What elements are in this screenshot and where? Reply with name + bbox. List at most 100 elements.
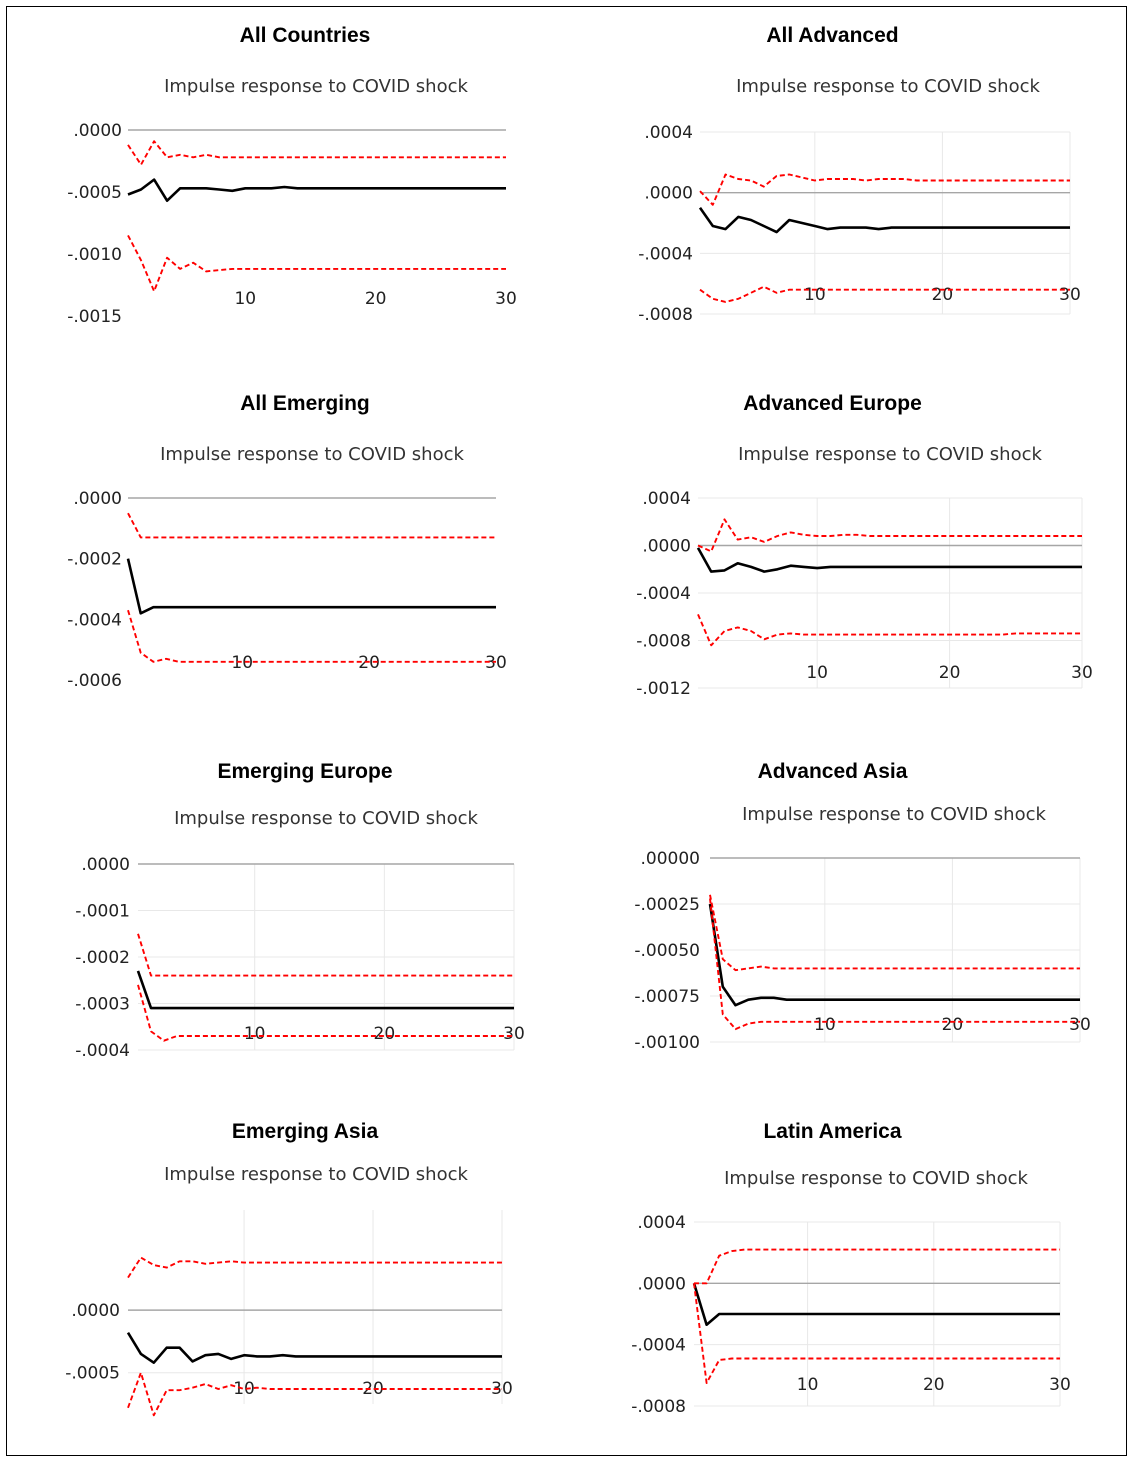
lower-band-line <box>127 234 506 293</box>
impulse-response-line <box>698 207 1070 234</box>
panel-title: Emerging Asia <box>231 1120 379 1143</box>
y-tick-label: .0000 <box>73 489 122 509</box>
y-tick-label: -.0012 <box>636 679 691 699</box>
y-tick-label: -.0010 <box>67 245 122 265</box>
lower-band-line <box>137 984 514 1042</box>
chart-panel: Emerging Asia Impulse response to COVID s… <box>40 1120 570 1450</box>
x-tick-label: 30 <box>1059 285 1081 305</box>
lower-band-line <box>709 898 1080 1031</box>
impulse-response-line <box>692 1282 1060 1326</box>
upper-band-line <box>137 933 514 977</box>
x-tick-label: 10 <box>233 1379 255 1399</box>
chart-panel: Emerging Europe Impulse response to COVID… <box>40 760 570 1110</box>
lower-band-line <box>693 1283 1060 1384</box>
impulse-response-line <box>136 970 514 1010</box>
y-tick-label: .0000 <box>637 1274 686 1294</box>
chart-panel: Advanced Europe Impulse response to COVID… <box>560 392 1105 742</box>
chart-subtitle: Impulse response to COVID shock <box>160 444 464 465</box>
line-chart: Impulse response to COVID shock .0004 .000… <box>638 76 1081 325</box>
y-tick-label: -.0008 <box>636 632 691 652</box>
y-tick-label: -.0008 <box>638 305 693 325</box>
figure-frame <box>6 6 1127 1456</box>
y-tick-label: -.0002 <box>67 550 122 570</box>
upper-band-line <box>127 512 496 539</box>
y-tick-label: .0004 <box>642 489 691 509</box>
chart-subtitle: Impulse response to COVID shock <box>736 76 1040 97</box>
line-chart: Impulse response to COVID shock .0004 .000… <box>636 444 1093 699</box>
lower-band-line <box>127 609 496 663</box>
y-tick-label: -.0004 <box>75 1041 130 1061</box>
y-tick-label: -.00075 <box>634 987 700 1007</box>
chart-subtitle: Impulse response to COVID shock <box>164 76 468 97</box>
impulse-response-line <box>126 558 496 615</box>
lower-band-line <box>127 1371 502 1417</box>
x-tick-label: 10 <box>806 663 828 683</box>
y-tick-label: -.0003 <box>75 995 130 1015</box>
upper-band-line <box>709 894 1080 972</box>
y-tick-label: .0000 <box>644 184 693 204</box>
y-tick-label: -.00100 <box>634 1033 700 1053</box>
upper-band-line <box>699 173 1070 206</box>
panel-title: Advanced Asia <box>757 760 908 783</box>
x-tick-label: 20 <box>932 285 954 305</box>
x-tick-label: 10 <box>804 285 826 305</box>
line-chart: Impulse response to COVID shock .0000 -.00… <box>75 808 525 1061</box>
x-tick-label: 20 <box>365 289 387 309</box>
x-tick-label: 10 <box>814 1015 836 1035</box>
chart-subtitle: Impulse response to COVID shock <box>742 804 1046 825</box>
x-tick-label: 30 <box>1069 1015 1091 1035</box>
y-tick-label: -.00050 <box>634 941 700 961</box>
impulse-response-line <box>696 547 1082 573</box>
x-tick-label: 10 <box>231 653 253 673</box>
chart-panel: Advanced Asia Impulse response to COVID s… <box>560 760 1105 1110</box>
chart-subtitle: Impulse response to COVID shock <box>738 444 1042 465</box>
line-chart: Impulse response to COVID shock .0004 .000… <box>631 1168 1071 1417</box>
impulse-response-line <box>127 178 506 202</box>
x-tick-label: 20 <box>939 663 961 683</box>
y-tick-label: .0000 <box>642 537 691 557</box>
line-chart: Impulse response to COVID shock .00000 -.0… <box>634 804 1091 1053</box>
chart-subtitle: Impulse response to COVID shock <box>164 1164 468 1185</box>
x-tick-label: 20 <box>923 1375 945 1395</box>
panel-title: Latin America <box>763 1120 902 1143</box>
y-tick-label: .0000 <box>73 121 122 141</box>
y-tick-label: -.0001 <box>75 902 130 922</box>
x-tick-label: 30 <box>495 289 517 309</box>
impulse-response-line <box>708 903 1080 1007</box>
line-chart: Impulse response to COVID shock .0000 -.00… <box>67 76 517 327</box>
x-tick-label: 20 <box>358 653 380 673</box>
panel-title: Advanced Europe <box>743 392 922 415</box>
y-tick-label: .0000 <box>81 855 130 875</box>
panel-title: All Countries <box>239 24 371 47</box>
lower-band-line <box>699 285 1070 303</box>
y-tick-label: -.0002 <box>75 948 130 968</box>
upper-band-line <box>697 518 1082 553</box>
y-tick-label: -.0004 <box>67 610 122 630</box>
line-chart: Impulse response to COVID shock .0000 -.00… <box>65 1164 513 1417</box>
panel-title: Emerging Europe <box>217 760 393 783</box>
y-tick-label: -.0004 <box>636 584 691 604</box>
y-tick-label: .0000 <box>71 1301 120 1321</box>
x-tick-label: 10 <box>797 1375 819 1395</box>
y-tick-label: .00000 <box>641 849 700 869</box>
y-tick-label: .0004 <box>637 1213 686 1233</box>
chart-panel: All Emerging Impulse response to COVID sh… <box>40 392 570 742</box>
chart-panel: All Advanced Impulse response to COVID sh… <box>560 24 1105 374</box>
y-tick-label: -.0015 <box>67 307 122 327</box>
upper-band-line <box>694 1248 1060 1285</box>
upper-band-line <box>127 1256 502 1279</box>
x-tick-label: 30 <box>1071 663 1093 683</box>
line-chart: Impulse response to COVID shock .0000 -.00… <box>67 444 507 691</box>
chart-subtitle: Impulse response to COVID shock <box>724 1168 1028 1189</box>
upper-band-line <box>127 140 506 166</box>
y-tick-label: -.0004 <box>631 1336 686 1356</box>
y-tick-label: .0004 <box>644 123 693 143</box>
chart-subtitle: Impulse response to COVID shock <box>174 808 478 829</box>
panel-title: All Advanced <box>766 24 899 47</box>
x-tick-label: 20 <box>374 1024 396 1044</box>
x-tick-label: 30 <box>503 1024 525 1044</box>
x-tick-label: 20 <box>362 1379 384 1399</box>
y-tick-label: -.0005 <box>67 183 122 203</box>
x-tick-label: 30 <box>1049 1375 1071 1395</box>
y-tick-label: -.0006 <box>67 671 122 691</box>
